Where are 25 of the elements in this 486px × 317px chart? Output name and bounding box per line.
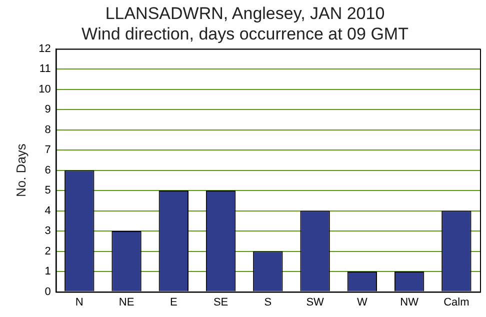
y-tick-label: 3 — [44, 225, 51, 238]
y-tick-label: 10 — [38, 83, 51, 96]
x-tick-label: N — [75, 296, 84, 308]
y-tick-label: 8 — [44, 124, 51, 136]
y-axis-title: No. Days — [13, 143, 28, 198]
x-tick-label: W — [356, 296, 368, 308]
x-tick-label: E — [170, 296, 178, 308]
chart-title: LLANSADWRN, Anglesey, JAN 2010 — [105, 4, 385, 23]
y-tick-label: 5 — [44, 184, 51, 197]
y-tick-label: 2 — [44, 245, 51, 258]
y-tick-label: 4 — [44, 204, 51, 217]
y-tick-label: 7 — [44, 144, 51, 156]
chart-subtitle: Wind direction, days occurrence at 09 GMT — [82, 24, 408, 44]
x-tick-label: SW — [306, 296, 325, 308]
x-tick-label: NW — [400, 296, 420, 308]
x-tick-label: S — [264, 296, 272, 308]
x-tick-label: NE — [118, 296, 134, 308]
y-tick-label: 6 — [44, 164, 51, 176]
y-tick-label: 9 — [44, 104, 51, 116]
x-tick-label: Calm — [444, 296, 470, 308]
y-tick-label: 11 — [39, 63, 51, 76]
y-tick-label: 12 — [38, 42, 51, 55]
y-tick-label: 0 — [44, 286, 51, 298]
y-tick-label: 1 — [44, 266, 51, 278]
x-tick-label: SE — [213, 296, 228, 308]
